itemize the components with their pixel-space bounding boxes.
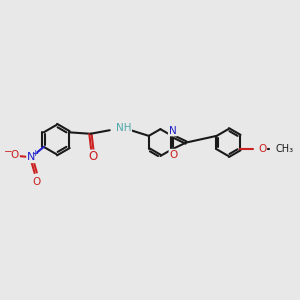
Text: +: + (32, 149, 38, 158)
Text: CH₃: CH₃ (275, 144, 293, 154)
Text: O: O (169, 150, 178, 160)
Text: NH: NH (116, 123, 131, 133)
Text: O: O (88, 151, 98, 164)
Text: O: O (258, 144, 266, 154)
Text: O: O (11, 150, 19, 160)
Text: N: N (27, 152, 35, 162)
Text: N: N (169, 125, 176, 136)
Text: O: O (32, 177, 41, 187)
Text: −: − (4, 147, 13, 157)
